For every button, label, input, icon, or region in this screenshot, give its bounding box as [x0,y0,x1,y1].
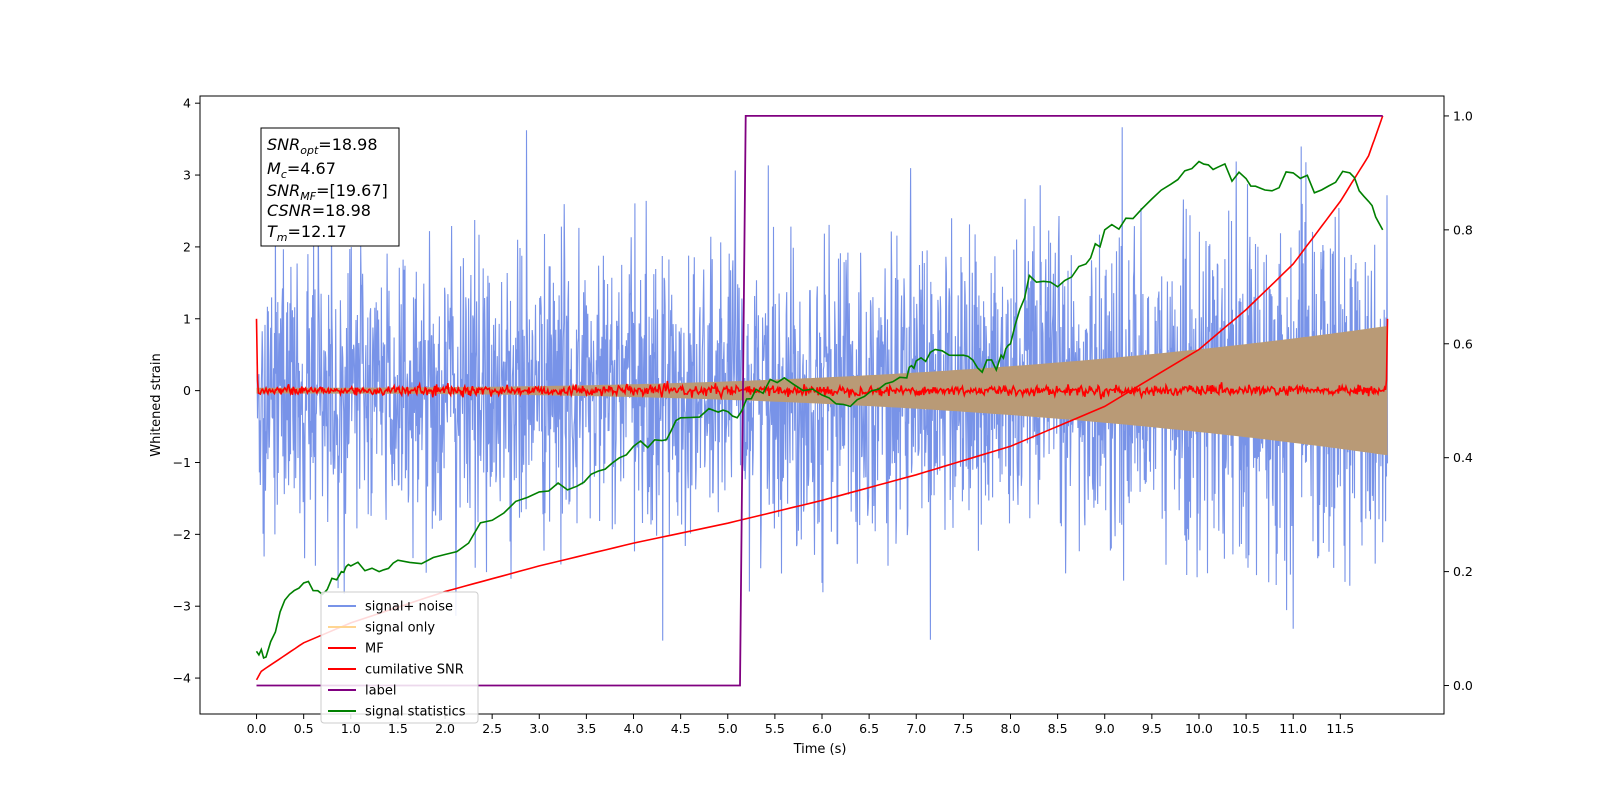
x-tick-label: 2.0 [435,721,455,736]
y2-tick-label: 0.0 [1453,678,1473,693]
y-tick-label: 3 [183,168,191,183]
x-tick-label: 3.0 [529,721,549,736]
snr-mf-text: SNRMF=[19.67] [267,181,388,203]
x-tick-label: 9.5 [1142,721,1162,736]
x-tick-label: 0.0 [247,721,267,736]
x-tick-label: 4.0 [624,721,644,736]
y2-tick-label: 1.0 [1453,108,1473,123]
x-tick-label: 5.0 [718,721,738,736]
x-tick-label: 4.5 [671,721,691,736]
x-tick-label: 1.5 [388,721,408,736]
series-label [256,115,1383,687]
y-tick-label: −1 [173,455,191,470]
y-axis-left: 4 3 2 1 0 −1 −2 −3 −4 [173,96,200,686]
legend-label: cumilative SNR [365,663,464,678]
legend-label: signal only [365,621,435,636]
x-tick-label: 7.0 [906,721,926,736]
x-tick-label: 8.0 [1001,721,1021,736]
x-axis: 0.0 0.5 1.0 1.5 2.0 2.5 3.0 3.5 4.0 4.5 5.0 5.5 6.0 6… [247,714,1354,736]
y-tick-label: 1 [183,311,191,326]
legend-label: MF [365,642,384,657]
legend-label: signal+ noise [365,600,453,615]
y-tick-label: −2 [173,527,191,542]
x-tick-label: 11.0 [1279,721,1307,736]
y-tick-label: −3 [173,599,191,614]
y-tick-label: −4 [173,671,191,686]
x-tick-label: 10.5 [1232,721,1260,736]
x-tick-label: 8.5 [1048,721,1068,736]
x-tick-label: 7.5 [953,721,973,736]
csnr-text: CSNR=18.98 [267,201,371,220]
chirp-mass-text: Mc=4.67 [267,159,336,181]
x-tick-label: 11.5 [1326,721,1354,736]
x-axis-label: Time (s) [793,742,847,757]
merger-time-text: Tm=12.17 [267,222,347,244]
series-mf [255,318,1389,401]
y-tick-label: 2 [183,239,191,254]
y-axis-right: 1.0 0.8 0.6 0.4 0.2 0.0 [1444,108,1473,693]
y2-tick-label: 0.8 [1453,222,1473,237]
series-signal-statistics [255,160,1384,659]
x-tick-label: 6.5 [859,721,879,736]
snr-opt-text: SNRopt=18.98 [267,135,378,157]
y2-tick-label: 0.6 [1453,336,1473,351]
legend-frame [320,591,479,724]
legend-label: label [365,684,396,699]
x-tick-label: 10.0 [1185,721,1213,736]
y-tick-label: 0 [183,383,191,398]
y-tick-label: 4 [183,96,191,111]
legend-label: signal statistics [365,705,466,720]
x-tick-label: 3.5 [576,721,596,736]
x-tick-label: 6.0 [812,721,832,736]
y-axis-label: Whitened strain [149,353,164,456]
stats-annotation-box: SNRopt=18.98 Mc=4.67 SNRMF=[19.67] CSNR=… [260,127,400,247]
legend: signal+ noise signal only MF cumilative SNR… [320,591,479,724]
x-tick-label: 9.0 [1095,721,1115,736]
x-tick-label: 5.5 [765,721,785,736]
x-tick-label: 2.5 [482,721,502,736]
y2-tick-label: 0.2 [1453,564,1473,579]
x-tick-label: 1.0 [341,721,361,736]
x-tick-label: 0.5 [294,721,314,736]
y2-tick-label: 0.4 [1453,450,1473,465]
